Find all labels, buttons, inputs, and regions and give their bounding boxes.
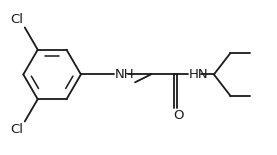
Text: Cl: Cl — [11, 123, 23, 136]
Text: Cl: Cl — [11, 13, 23, 26]
Text: O: O — [174, 109, 184, 122]
Text: NH: NH — [115, 68, 135, 81]
Text: HN: HN — [189, 68, 209, 81]
